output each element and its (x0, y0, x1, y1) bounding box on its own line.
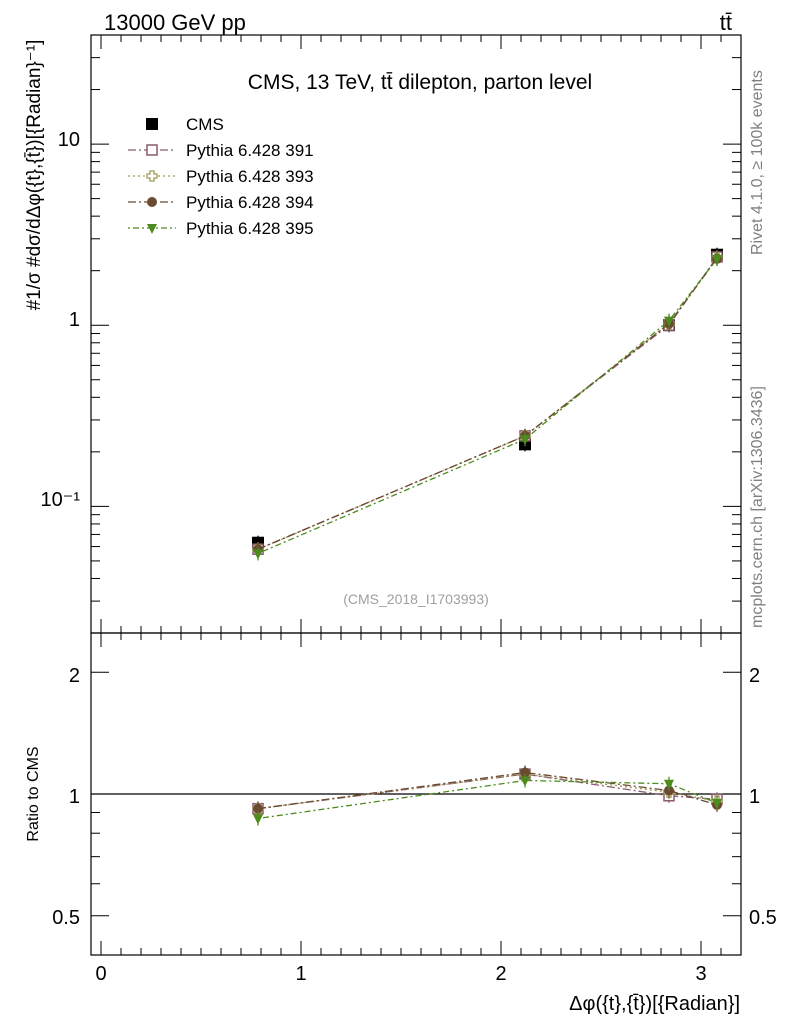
ratio-ytick-label-right: 2 (749, 665, 760, 687)
series-line (257, 773, 718, 810)
x-tick-label: 3 (695, 963, 706, 985)
legend-label: Pythia 6.428 395 (186, 219, 314, 238)
plot-title: CMS, 13 TeV, tt̄ dilepton, parton level (248, 71, 592, 94)
ratio-y-axis-label: Ratio to CMS (25, 746, 42, 841)
main-ytick-label: 1 (69, 309, 80, 331)
mcplots-label: mcplots.cern.ch [arXiv:1306.3436] (749, 386, 766, 628)
main-y-axis-label: #1/σ #dσ/dΔφ({t},{t̄})[{Radian}⁻¹] (24, 40, 45, 311)
main-axis-ticks (91, 34, 741, 634)
rivet-label: Rivet 4.1.0, ≥ 100k events (749, 70, 766, 255)
data-point (253, 814, 263, 825)
data-point (664, 316, 674, 327)
legend-marker (146, 144, 158, 156)
data-point (520, 767, 530, 778)
data-point (253, 549, 263, 560)
energy-label: 13000 GeV pp (104, 10, 246, 35)
legend-label: Pythia 6.428 393 (186, 167, 314, 186)
data-point (712, 255, 722, 266)
ratio-ytick-label: 2 (69, 665, 80, 687)
legend-marker (147, 197, 157, 207)
process-label: tt̄ (720, 10, 732, 35)
series-line (257, 771, 718, 810)
legend-label: CMS (186, 115, 224, 134)
x-tick-label: 1 (295, 963, 306, 985)
x-axis-label: Δφ({t},{t̄})[{Radian}] (569, 993, 740, 1015)
x-tick-label: 2 (495, 963, 506, 985)
legend: CMS Pythia 6.428 391 Pythia 6.428 393 Py… (128, 115, 314, 238)
data-point (712, 799, 722, 810)
ratio-ytick-label: 0.5 (52, 907, 80, 929)
main-ytick-label: 10⁻¹ (41, 489, 81, 511)
x-axis-ticks (100, 35, 742, 955)
ratio-ytick-label-right: 0.5 (749, 907, 777, 929)
ratio-ytick-label: 1 (69, 786, 80, 808)
ratio-axis-ticks (91, 671, 741, 956)
series-line (257, 779, 718, 820)
ratio-ytick-label-right: 1 (749, 786, 760, 808)
main-ytick-label: 10 (58, 129, 80, 151)
main-series-group (252, 247, 723, 561)
x-tick-label: 0 (95, 963, 106, 985)
data-point (520, 776, 530, 787)
legend-label: Pythia 6.428 394 (186, 193, 314, 212)
legend-marker (146, 118, 158, 130)
analysis-id: (CMS_2018_I1703993) (343, 591, 489, 607)
data-point (664, 779, 674, 790)
legend-label: Pythia 6.428 391 (186, 141, 314, 160)
series-line (257, 258, 718, 550)
data-point (520, 435, 530, 446)
series-line (257, 257, 718, 550)
series-line (257, 256, 718, 550)
series-line (257, 258, 718, 555)
data-point (253, 803, 263, 814)
legend-marker (147, 224, 157, 234)
legend-marker (146, 170, 158, 182)
ratio-series-group (252, 765, 723, 826)
